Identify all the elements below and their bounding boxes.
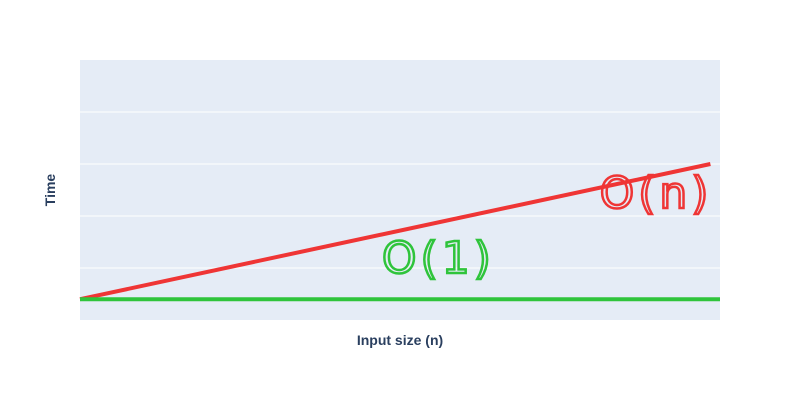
gridlines — [80, 111, 720, 269]
annotation-label: O(1) — [382, 233, 495, 284]
annotations: O(n) O(1) — [381, 167, 713, 286]
y-axis-title: Time — [42, 174, 58, 207]
annotation-label: O(n) — [600, 168, 713, 219]
series-lines — [79, 162, 720, 302]
series-line-on — [79, 162, 711, 302]
x-axis-title: Input size (n) — [357, 332, 443, 348]
